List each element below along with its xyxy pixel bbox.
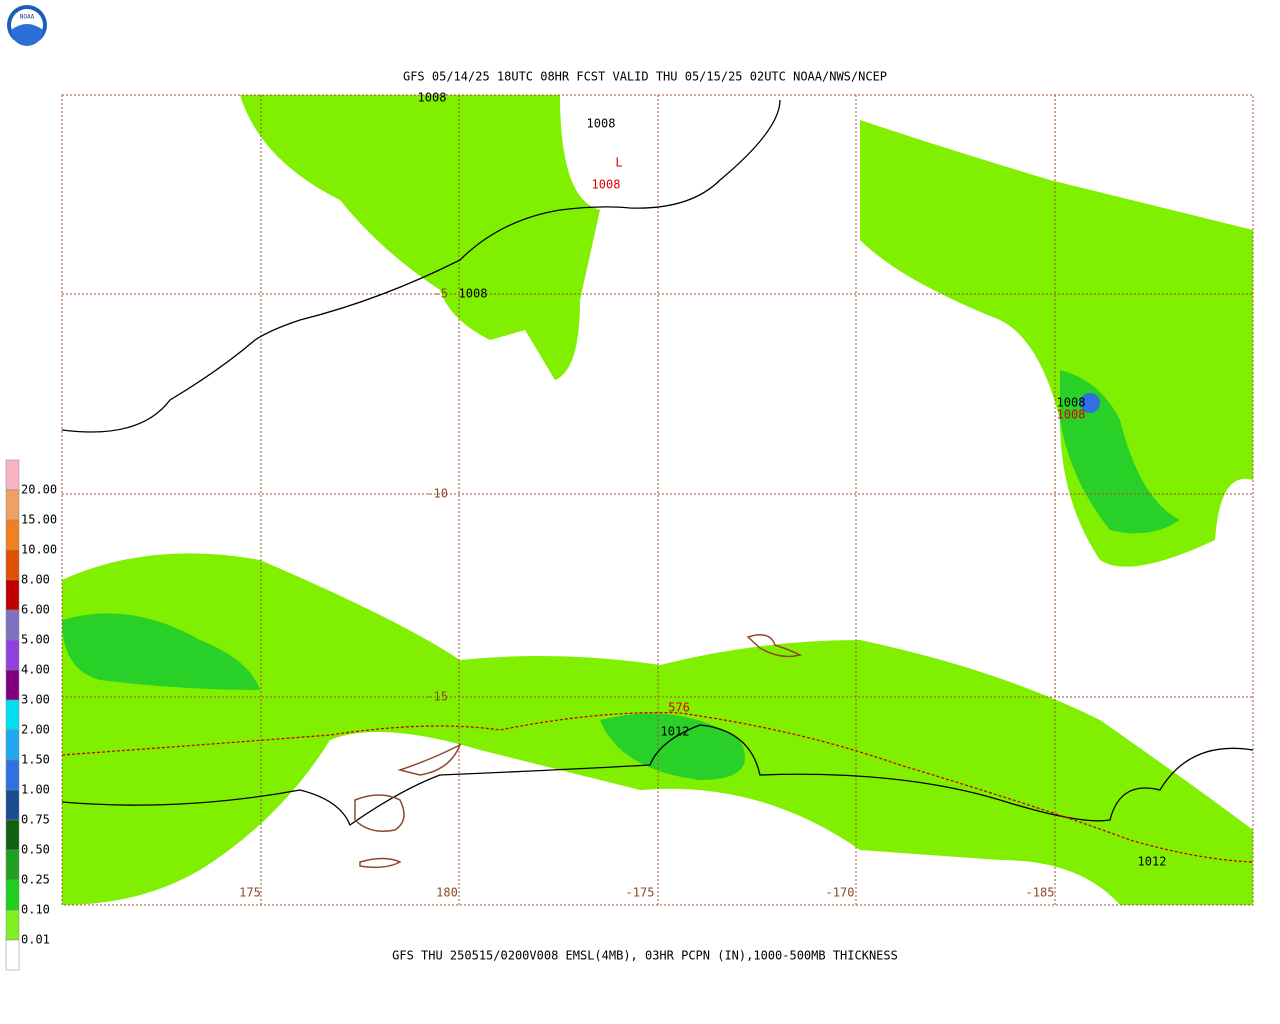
legend-swatch	[5, 609, 20, 641]
legend-label: 0.01	[21, 933, 50, 947]
contour-label: 1008	[592, 178, 621, 192]
lon-label: -170	[826, 886, 855, 900]
lat-label: -15	[426, 690, 448, 704]
legend-label: 20.00	[21, 483, 57, 497]
thickness-line	[61, 711, 1254, 863]
contour-label: 1008	[587, 117, 616, 131]
contour-label: 1008	[418, 91, 447, 105]
lat-label: -10	[426, 487, 448, 501]
contour-label: 1012	[1138, 855, 1167, 869]
contour-label: 1008	[459, 287, 488, 301]
isobars	[61, 99, 1254, 827]
legend-swatch	[5, 579, 20, 611]
contour-label: 1012	[661, 725, 690, 739]
legend-label: 1.00	[21, 783, 50, 797]
contour-label: 576	[668, 701, 690, 715]
lon-label: -175	[626, 886, 655, 900]
legend-label: 8.00	[21, 573, 50, 587]
legend-label: 0.10	[21, 903, 50, 917]
lat-label: -5	[434, 287, 448, 301]
contour-label: 1008	[1057, 408, 1086, 422]
legend-label: 0.50	[21, 843, 50, 857]
legend-label: 10.00	[21, 543, 57, 557]
legend-label: 15.00	[21, 513, 57, 527]
contour-label: 1008	[1057, 396, 1086, 410]
legend-swatch	[5, 849, 20, 881]
lon-label: 180	[436, 886, 458, 900]
legend-swatch	[5, 909, 20, 941]
legend-label: 0.75	[21, 813, 50, 827]
lon-label: 175	[239, 886, 261, 900]
grid	[61, 94, 1254, 906]
legend-swatch	[5, 759, 20, 791]
precip	[62, 95, 1253, 905]
legend-swatch	[5, 729, 20, 761]
coastline	[354, 634, 803, 869]
legend-label: 6.00	[21, 603, 50, 617]
legend-swatch	[5, 519, 20, 551]
legend-label: 0.25	[21, 873, 50, 887]
legend-swatch	[5, 939, 20, 971]
contour-label: L	[615, 156, 622, 170]
legend-swatch	[5, 699, 20, 731]
lon-label: -185	[1026, 886, 1055, 900]
caption: GFS THU 250515/0200V008 EMSL(4MB), 03HR …	[392, 949, 898, 963]
logo-text: NOAA	[20, 14, 35, 21]
legend-swatch	[5, 489, 20, 521]
noaa-logo: NOAA	[7, 5, 47, 46]
legend-swatch	[5, 549, 20, 581]
legend-swatch	[5, 819, 20, 851]
legend-label: 3.00	[21, 693, 50, 707]
title: GFS 05/14/25 18UTC 08HR FCST VALID THU 0…	[403, 70, 887, 84]
legend-label: 5.00	[21, 633, 50, 647]
legend-label: 2.00	[21, 723, 50, 737]
legend-swatch	[5, 879, 20, 911]
legend-swatch	[5, 789, 20, 821]
legend-swatch	[5, 459, 20, 491]
legend-swatch	[5, 639, 20, 671]
legend-swatch	[5, 669, 20, 701]
legend-label: 4.00	[21, 663, 50, 677]
legend-label: 1.50	[21, 753, 50, 767]
